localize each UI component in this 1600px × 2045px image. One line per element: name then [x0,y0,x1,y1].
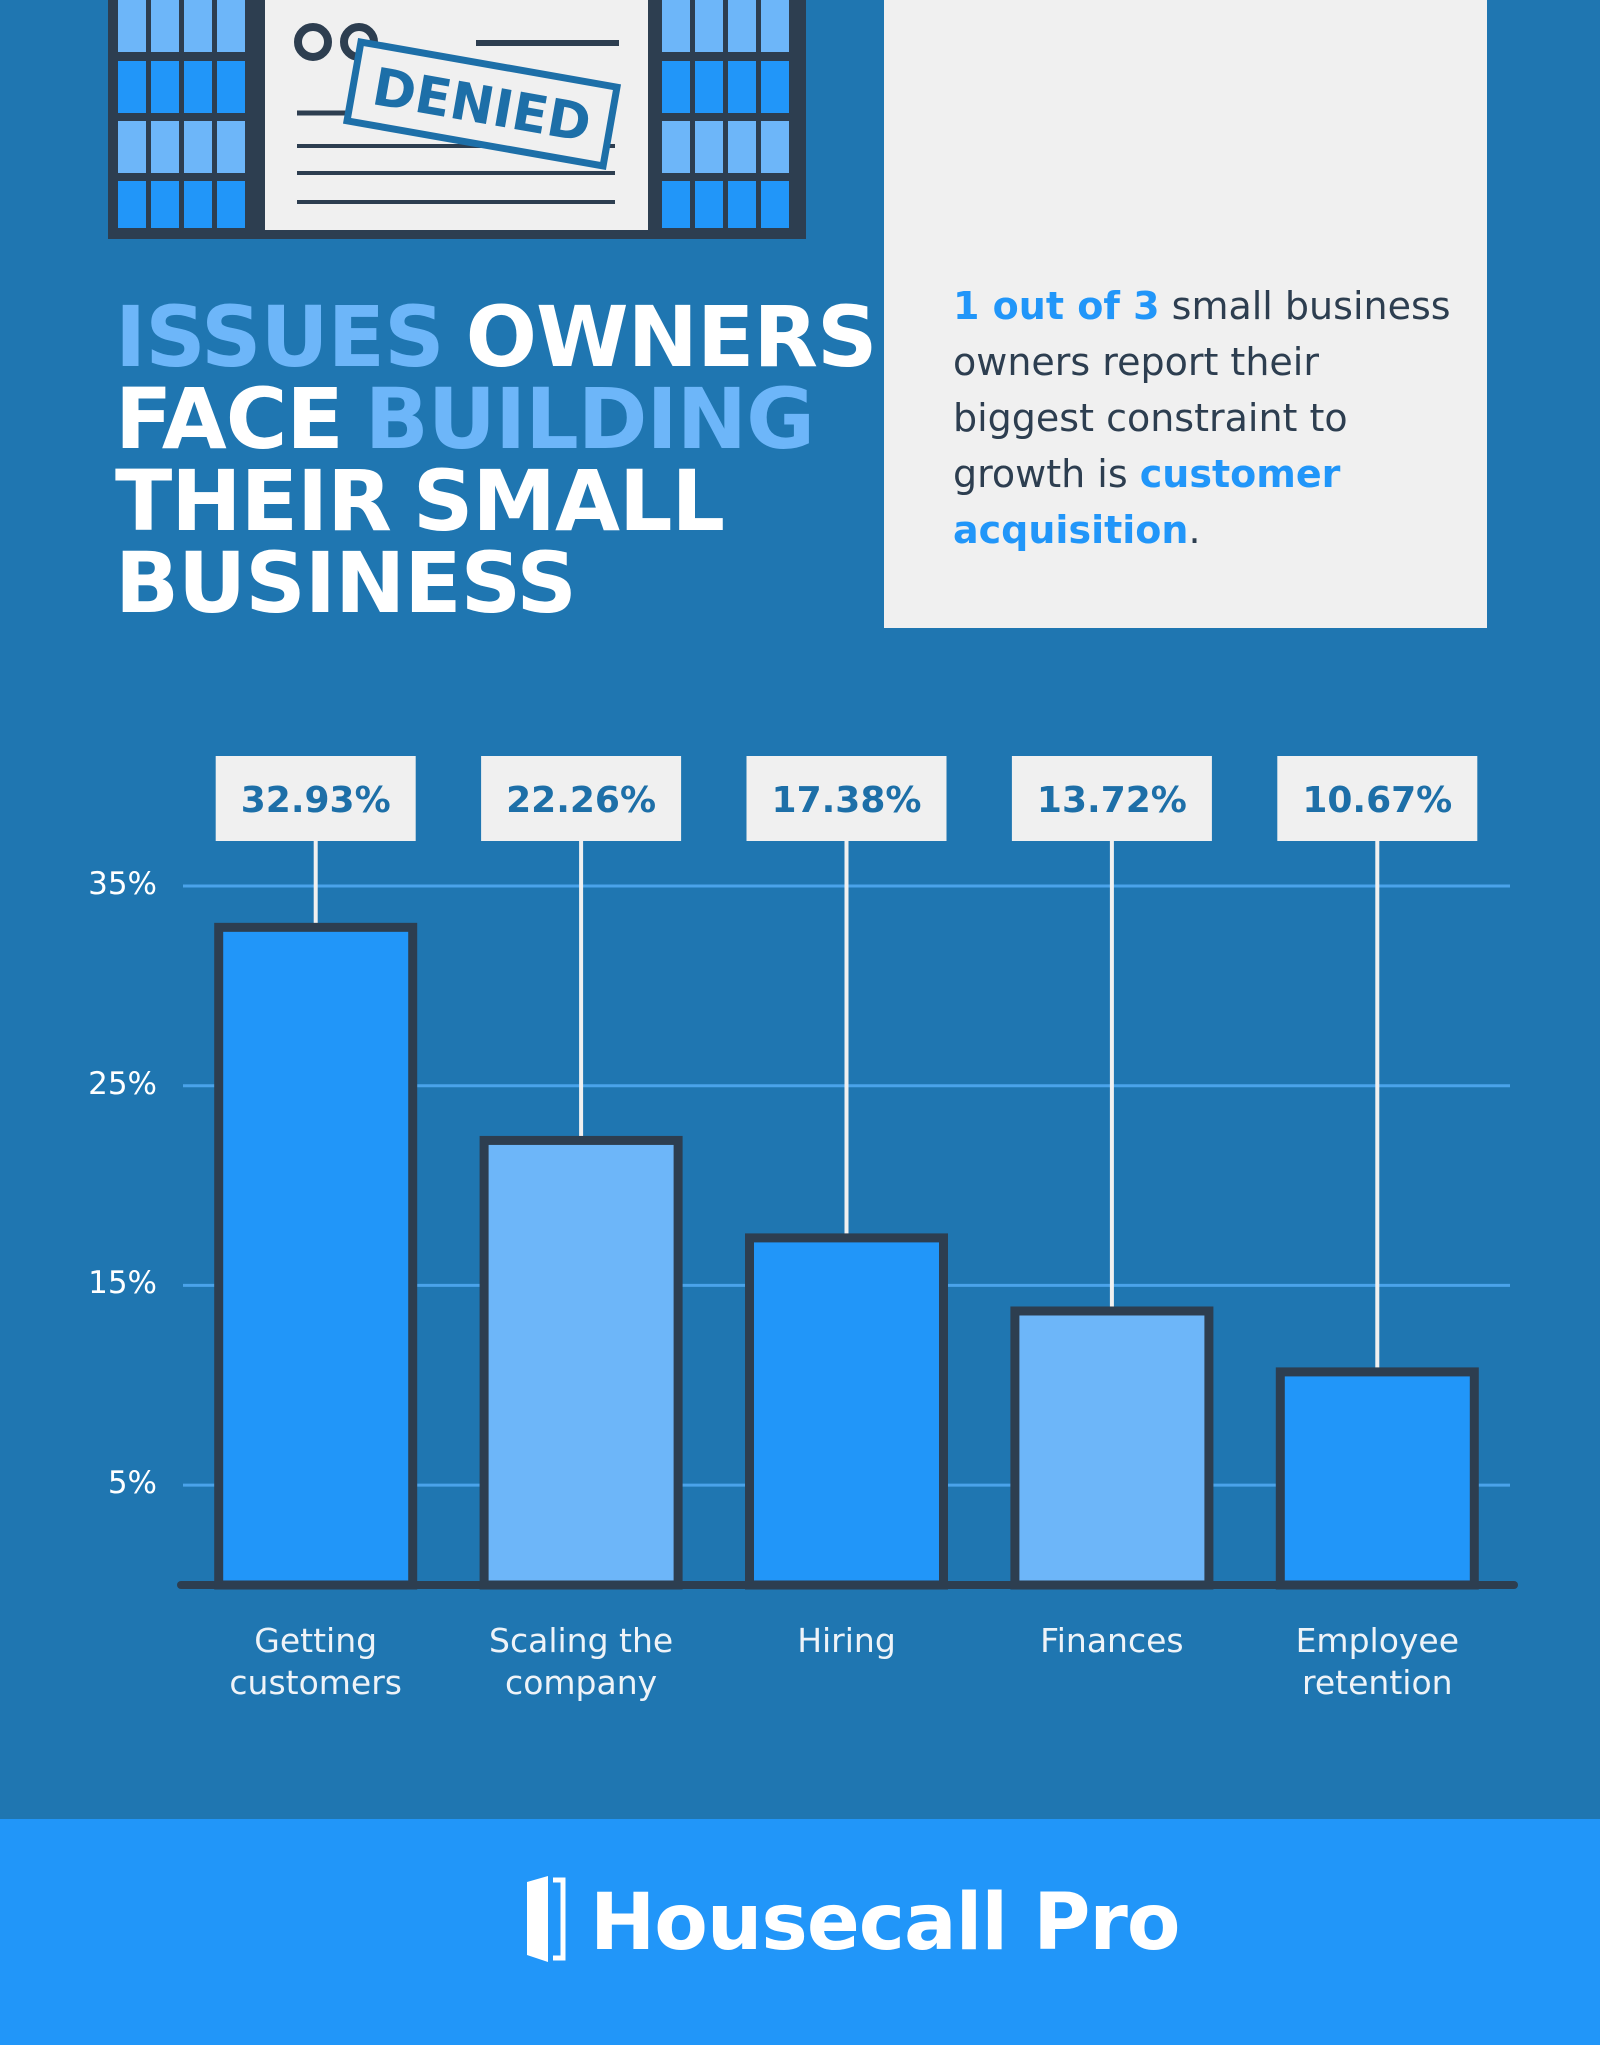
window [118,181,146,228]
title: ISSUES OWNERS FACE BUILDING THEIR SMALL BUSINE… [115,295,899,625]
y-tick-label: 15% [88,1265,157,1302]
window [695,181,723,228]
window [761,181,789,228]
value-label: 13.72% [1037,780,1187,821]
bar [479,1135,683,1590]
y-tick-label: 35% [88,866,157,902]
value-label-box [215,756,416,841]
y-tick-label: 25% [88,1065,157,1102]
title-line: BUSINESS [115,541,899,625]
title-line: ISSUES OWNERS [115,295,899,379]
x-tick-label: Finances [1040,1621,1184,1660]
window [184,0,212,52]
window [151,61,179,113]
window [184,121,212,173]
callout-text: 1 out of 3 small business owners report … [953,278,1453,558]
window [695,0,723,52]
x-tick-label: Getting customers [229,1621,402,1702]
window [118,121,146,173]
value-label-box [746,756,947,841]
window [695,61,723,113]
value-label: 17.38% [772,780,922,821]
value-label: 22.26% [506,780,656,821]
window [662,121,690,173]
callout-part: small business owners report their bigge… [953,284,1451,496]
logo-icon [553,1877,566,1961]
brand: Housecall Pro [590,1878,1180,1968]
window [151,121,179,173]
title-word: THEIR [115,452,392,550]
window [695,121,723,173]
callout-box [884,0,1487,628]
title-line: FACE BUILDING [115,377,899,461]
x-tick-label: Scaling the company [489,1621,674,1702]
callout-part: customer acquisition [953,452,1341,552]
window [728,0,756,52]
x-tick-label: Hiring [797,1621,896,1660]
window [217,121,245,173]
window [184,181,212,228]
window [217,181,245,228]
x-tick-label: Employee retention [1295,1621,1460,1702]
window [151,181,179,228]
stamp-frame [342,37,622,171]
bar [745,1233,948,1590]
title-word: SMALL [412,452,725,550]
window [184,61,212,113]
window [217,0,245,52]
title-word: BUILDING [364,370,815,468]
bar [1275,1367,1479,1590]
window [662,61,690,113]
window [217,61,245,113]
title-word: ISSUES [115,288,445,386]
window [761,0,789,52]
title-word: OWNERS [465,288,878,386]
window [728,61,756,113]
value-label-box [1011,756,1212,841]
value-label: 32.93% [241,780,391,821]
window [761,61,789,113]
footer-band [0,1819,1600,2045]
value-label: 10.67% [1302,780,1452,821]
window [728,121,756,173]
window [728,181,756,228]
window [151,0,179,52]
bar [214,922,418,1590]
value-label-box [1277,756,1478,841]
callout-part: . [1188,508,1201,552]
document-icon [294,23,332,61]
callout-part: 1 out of 3 [953,284,1160,328]
title-word: BUSINESS [115,534,577,632]
window [118,0,146,52]
window [662,0,690,52]
title-word: FACE [115,370,344,468]
window [118,61,146,113]
bar [1010,1306,1214,1590]
value-label-box [481,756,682,841]
y-tick-label: 5% [107,1465,157,1502]
window [662,181,690,228]
title-line: THEIR SMALL [115,459,899,543]
logo-icon [527,1876,548,1962]
window [761,121,789,173]
